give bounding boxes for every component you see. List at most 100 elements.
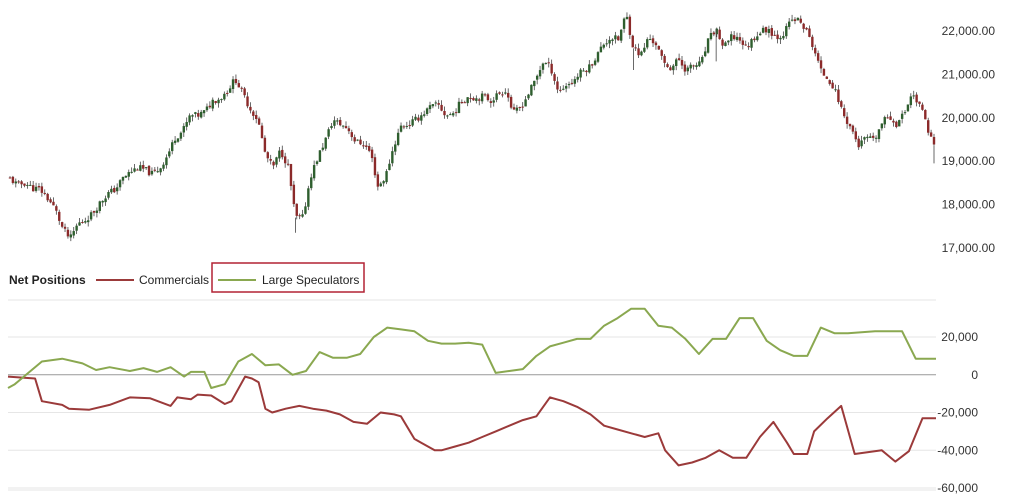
candle [208,101,212,109]
candle [81,219,84,224]
candle [60,221,64,229]
candle [706,38,710,54]
candle [564,82,568,93]
candle [278,147,281,162]
candle [747,42,750,50]
legend-label-large-speculators[interactable]: Large Speculators [262,273,359,287]
candle [321,142,325,152]
candle [8,176,12,179]
price-tick-label: 20,000.00 [942,111,996,125]
candle [927,117,930,136]
candle [799,15,802,24]
candle [750,37,753,51]
candle [98,200,101,214]
candle [295,203,298,220]
candle [483,92,487,97]
candle [11,175,15,185]
legend-label-commercials[interactable]: Commercials [139,273,209,287]
candle [211,97,214,112]
candle [527,93,530,100]
candle [359,135,362,146]
candle [133,164,136,173]
candle [651,35,655,47]
candle [249,102,252,114]
candle [217,97,220,108]
candle [307,185,310,211]
candle [692,64,695,70]
candle [257,116,261,125]
positions-tick-label: 0 [971,368,978,382]
candle [29,180,32,186]
candle [466,97,469,107]
candle [469,93,472,103]
candle [191,114,194,122]
candle [628,14,632,39]
candle [504,88,507,95]
positions-series [7,307,936,467]
candle [793,17,797,25]
candle [460,99,464,104]
positions-tick-label: -20,000 [937,406,978,420]
candle [556,76,559,94]
candle [388,159,391,171]
candle [640,50,643,57]
candle [40,182,44,197]
candle [767,25,771,38]
price-panel [8,12,936,242]
candle [683,61,687,76]
candle [741,37,745,50]
candle [929,129,933,137]
candle [156,166,159,173]
candle [23,183,26,188]
candle [69,230,73,242]
candle [611,38,614,46]
candle [501,91,504,98]
candle [753,36,756,43]
candle [475,95,478,104]
candle [385,169,388,185]
candle [43,189,46,196]
candle [283,152,287,168]
candle [408,120,411,130]
candle [689,62,692,73]
candle [735,32,739,42]
candle [472,96,475,101]
candle [478,97,481,106]
price-tick-label: 22,000.00 [942,24,996,38]
candle [703,46,707,58]
candle [759,31,762,36]
candle [521,102,524,112]
candle [727,40,730,46]
candle [124,175,128,178]
candle [246,92,249,109]
candle [92,210,96,217]
legend-highlight-box [211,262,365,293]
candle [402,124,406,130]
candle [63,223,67,232]
candle [796,17,800,21]
candle [903,110,907,115]
candle [75,223,78,235]
candle [420,112,423,125]
candle [382,180,385,187]
candle [646,37,649,50]
candle [376,171,380,191]
candle [486,92,490,102]
candle [347,125,351,135]
candle [622,17,626,33]
candle [356,139,359,142]
candle [231,76,235,94]
candle [776,30,779,44]
candle [298,213,301,220]
candle [379,181,382,187]
candle [550,59,553,76]
candle [226,90,229,97]
candle [182,123,185,137]
candle [576,73,579,83]
candle [115,183,119,195]
price-tick-label: 18,000.00 [942,198,996,212]
series-line-large-speculators [7,307,936,389]
candle [428,101,432,114]
